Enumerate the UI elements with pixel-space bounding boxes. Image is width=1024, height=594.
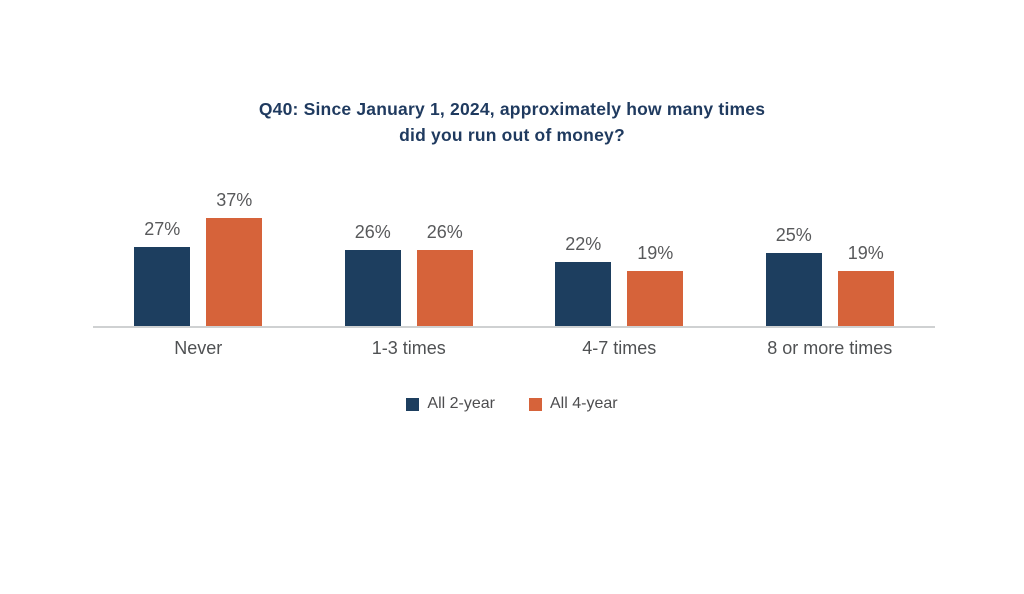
bar-with-label: 25% [765, 225, 822, 326]
bar-with-label: 26% [344, 222, 401, 326]
chart-title: Q40: Since January 1, 2024, approximatel… [0, 96, 1024, 148]
value-label: 37% [216, 190, 253, 210]
legend-label: All 2-year [427, 395, 495, 412]
legend-item: All 4-year [529, 395, 618, 413]
bar-group: 25% 19% [725, 225, 936, 326]
legend-swatch [406, 397, 420, 411]
category-label: 8 or more times [767, 338, 893, 358]
chart-title-line-1: Q40: Since January 1, 2024, approximatel… [258, 99, 766, 119]
category-label: 4-7 times [582, 338, 657, 358]
bar [344, 250, 401, 326]
bar-with-label: 27% [134, 219, 191, 326]
bar [416, 250, 473, 326]
bar [837, 271, 894, 326]
bar-with-label: 19% [837, 243, 894, 326]
category-label: 1-3 times [371, 338, 446, 358]
category-labels: Never 1-3 times 4-7 times 8 or more times [93, 338, 935, 359]
legend-label: All 4-year [550, 395, 618, 412]
bar-with-label: 19% [627, 243, 684, 326]
value-label: 26% [354, 222, 391, 242]
category-label: Never [174, 338, 223, 358]
bar [765, 253, 822, 326]
bar-group: 27% 37% [93, 190, 304, 326]
plot-area: 27% 37% 26% 26% 22% 19% 25% 19% [93, 186, 935, 328]
legend-item: All 2-year [406, 395, 495, 413]
value-label: 19% [637, 243, 674, 263]
bar-chart: Q40: Since January 1, 2024, approximatel… [0, 96, 1024, 413]
bar [134, 247, 191, 326]
value-label: 27% [144, 219, 181, 239]
bar-group: 26% 26% [304, 222, 515, 326]
bar-with-label: 22% [555, 234, 612, 326]
legend-swatch [529, 397, 542, 411]
bar-with-label: 26% [416, 222, 473, 326]
bar [555, 262, 612, 326]
bar [206, 218, 263, 326]
value-label: 19% [847, 243, 884, 263]
bar [627, 271, 684, 326]
bar-group: 22% 19% [514, 234, 725, 326]
value-label: 25% [775, 225, 812, 245]
bar-with-label: 37% [206, 190, 263, 326]
value-label: 26% [426, 222, 463, 242]
legend: All 2-year All 4-year [0, 395, 1024, 413]
value-label: 22% [565, 234, 602, 254]
chart-title-line-2: did you run out of money? [399, 125, 625, 145]
